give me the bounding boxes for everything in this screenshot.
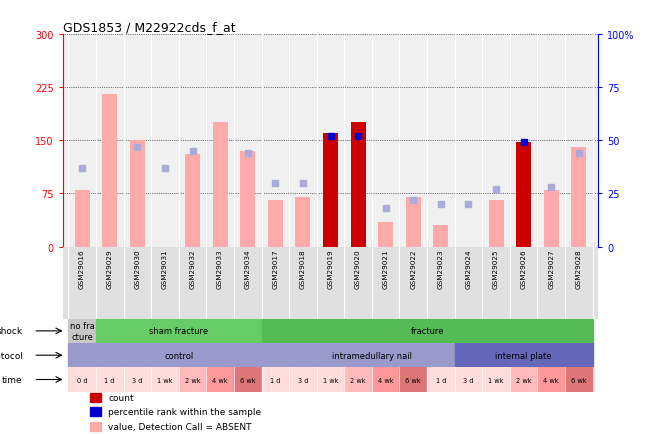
Bar [262, 319, 593, 343]
Bar [96, 319, 262, 343]
Text: 1 wk: 1 wk [323, 377, 338, 383]
Text: GSM29024: GSM29024 [465, 249, 471, 289]
Bar [289, 343, 455, 368]
Text: 1 d: 1 d [436, 377, 446, 383]
Text: control: control [164, 351, 193, 360]
Bar [455, 343, 593, 368]
Bar [565, 368, 593, 392]
Bar [178, 368, 206, 392]
Text: GSM29018: GSM29018 [300, 249, 306, 289]
Text: GSM29022: GSM29022 [410, 249, 416, 289]
Text: 2 wk: 2 wk [350, 377, 366, 383]
Bar [399, 368, 427, 392]
Text: 0 d: 0 d [77, 377, 87, 383]
Text: 1 d: 1 d [270, 377, 280, 383]
Text: GSM29019: GSM29019 [327, 249, 334, 289]
Text: GSM29020: GSM29020 [355, 249, 361, 289]
Bar [213, 123, 227, 247]
Text: GSM29034: GSM29034 [245, 249, 251, 289]
Text: GSM29029: GSM29029 [106, 249, 113, 289]
Text: GSM29025: GSM29025 [493, 249, 499, 289]
Bar [350, 123, 366, 247]
Bar [455, 368, 483, 392]
Text: 3 d: 3 d [132, 377, 143, 383]
Bar [130, 141, 145, 247]
Text: GSM29031: GSM29031 [162, 249, 168, 289]
Text: value, Detection Call = ABSENT: value, Detection Call = ABSENT [108, 422, 252, 431]
Text: shock: shock [0, 327, 22, 335]
Bar [289, 368, 317, 392]
Text: GSM29017: GSM29017 [272, 249, 278, 289]
Text: GSM29032: GSM29032 [190, 249, 196, 289]
Text: sham fracture: sham fracture [149, 327, 208, 335]
Text: count: count [108, 393, 134, 402]
Text: no fra
cture: no fra cture [70, 322, 95, 341]
Text: GSM29027: GSM29027 [548, 249, 555, 289]
Bar [234, 368, 262, 392]
Text: 2 wk: 2 wk [184, 377, 200, 383]
Text: GSM29023: GSM29023 [438, 249, 444, 289]
Bar [75, 191, 90, 247]
Text: 6 wk: 6 wk [405, 377, 421, 383]
Text: 6 wk: 6 wk [571, 377, 587, 383]
Text: 4 wk: 4 wk [212, 377, 228, 383]
Bar [96, 368, 124, 392]
Text: 2 wk: 2 wk [516, 377, 531, 383]
Bar [295, 197, 311, 247]
Bar [151, 368, 178, 392]
Bar [68, 343, 289, 368]
Text: fracture: fracture [410, 327, 444, 335]
Bar [378, 222, 393, 247]
Bar [102, 95, 117, 247]
Text: 6 wk: 6 wk [240, 377, 256, 383]
Bar [344, 368, 372, 392]
Bar [571, 148, 586, 247]
Text: GSM29021: GSM29021 [383, 249, 389, 289]
Bar [434, 226, 448, 247]
Text: intramedullary nail: intramedullary nail [332, 351, 412, 360]
Bar [323, 134, 338, 247]
Bar [206, 368, 234, 392]
Bar [124, 368, 151, 392]
Bar [90, 393, 101, 402]
Text: 1 d: 1 d [104, 377, 115, 383]
Bar [68, 368, 96, 392]
Text: GSM29033: GSM29033 [217, 249, 223, 289]
Text: 1 wk: 1 wk [157, 377, 173, 383]
Text: percentile rank within the sample: percentile rank within the sample [108, 408, 262, 416]
Bar [483, 368, 510, 392]
Bar [262, 368, 289, 392]
Bar [406, 197, 421, 247]
Text: GSM29026: GSM29026 [521, 249, 527, 289]
Bar [516, 142, 531, 247]
Bar [317, 368, 344, 392]
Text: internal plate: internal plate [496, 351, 552, 360]
Bar [510, 368, 537, 392]
Text: protocol: protocol [0, 351, 22, 360]
Text: 1 wk: 1 wk [488, 377, 504, 383]
Bar [240, 151, 255, 247]
Text: GSM29028: GSM29028 [576, 249, 582, 289]
Text: 3 d: 3 d [463, 377, 474, 383]
Text: 3 d: 3 d [297, 377, 308, 383]
Bar [268, 201, 283, 247]
Bar [427, 368, 455, 392]
Bar [90, 422, 101, 431]
Bar [372, 368, 399, 392]
Bar [537, 368, 565, 392]
Bar [544, 191, 559, 247]
Bar [90, 407, 101, 416]
Bar [488, 201, 504, 247]
Text: time: time [2, 375, 22, 384]
Text: 4 wk: 4 wk [378, 377, 393, 383]
Text: GDS1853 / M22922cds_f_at: GDS1853 / M22922cds_f_at [63, 20, 235, 33]
Bar [68, 319, 96, 343]
Text: 4 wk: 4 wk [543, 377, 559, 383]
Text: GSM29016: GSM29016 [79, 249, 85, 289]
Text: GSM29030: GSM29030 [134, 249, 140, 289]
Bar [185, 155, 200, 247]
